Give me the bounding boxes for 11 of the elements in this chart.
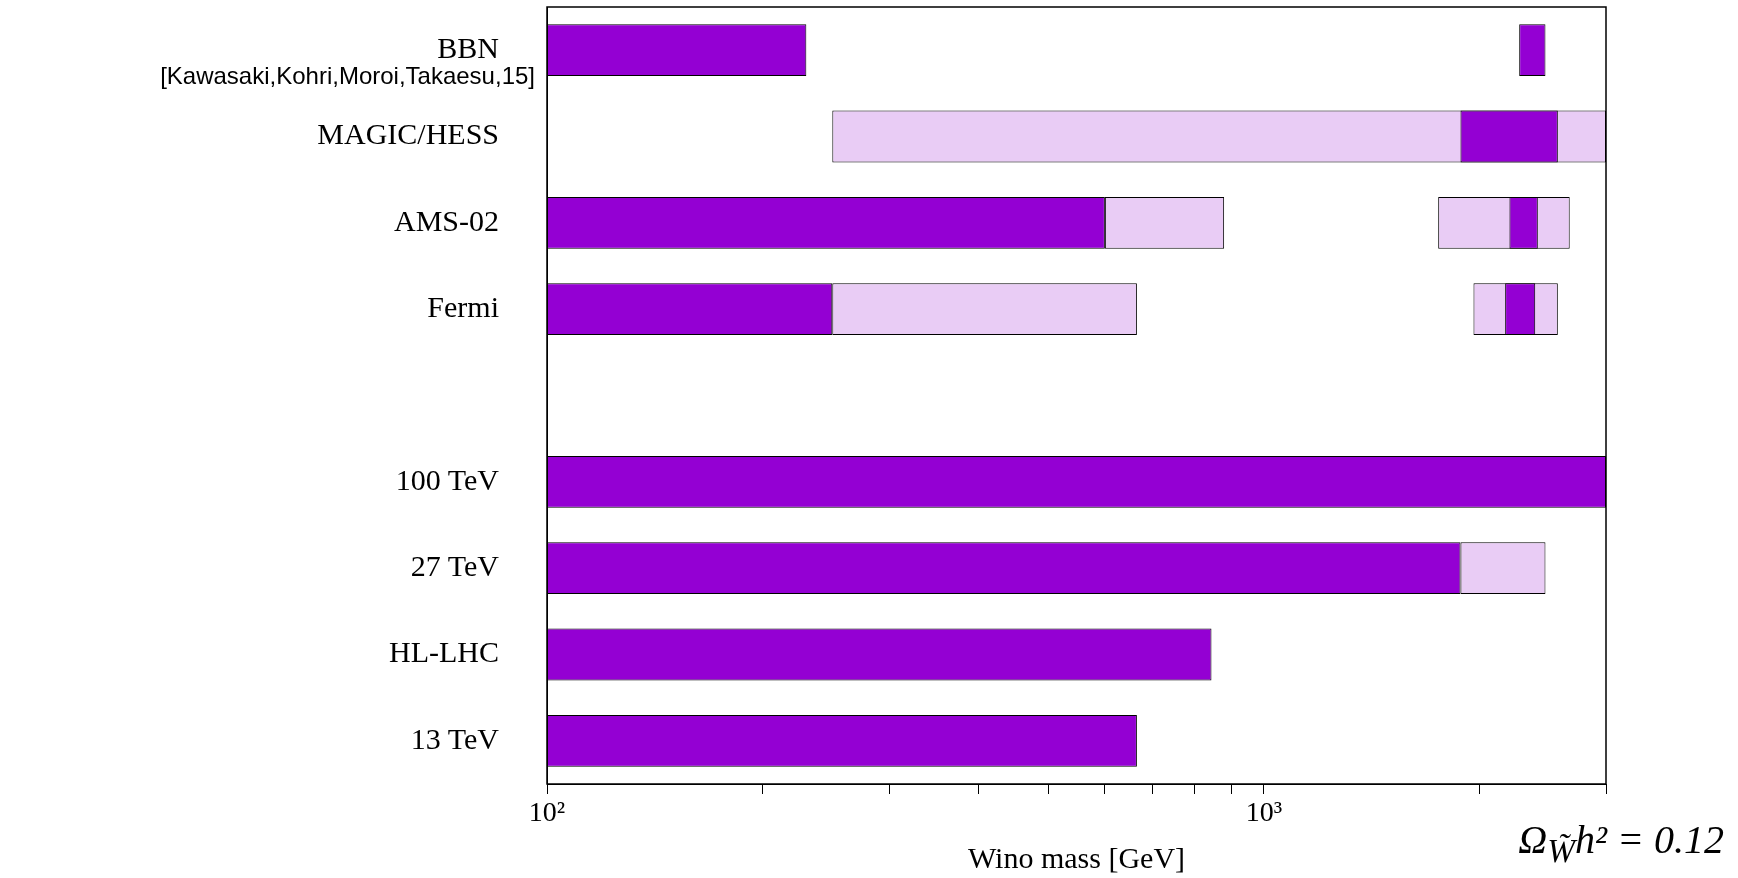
x-axis-title: Wino mass [GeV] xyxy=(967,840,1186,874)
y-tick-label: 27 TeV xyxy=(410,549,500,583)
y-tick-label: 100 TeV xyxy=(395,462,500,496)
y-tick-label: AMS-02 xyxy=(393,203,499,237)
x-tick-label: 10³ xyxy=(1245,796,1283,828)
y-tick-label: Fermi xyxy=(427,290,499,324)
x-tick-label: 10² xyxy=(528,796,566,828)
y-tick-label: HL-LHC xyxy=(389,635,499,669)
y-tick-label: MAGIC/HESS xyxy=(317,117,499,151)
text: Ω$_{W̃}$h² = 0.12 xyxy=(1518,816,1724,870)
y-tick-label: 13 TeV xyxy=(410,721,500,755)
